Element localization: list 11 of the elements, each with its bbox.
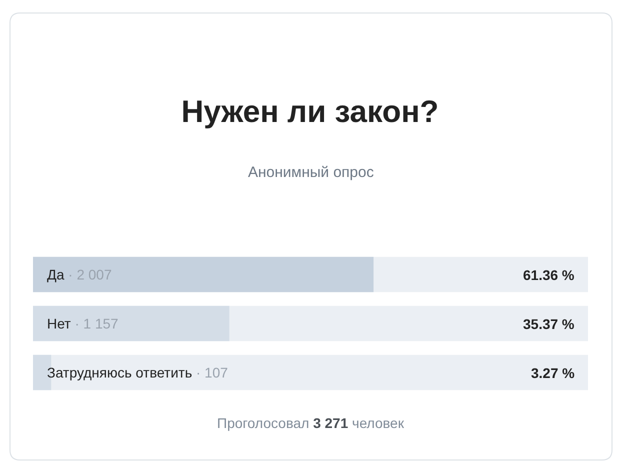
text: Проголосовал 3 271 человек <box>217 415 405 431</box>
y-tick-label: Нет <box>47 315 71 332</box>
chart-title: Нужен ли закон? <box>181 94 439 129</box>
y-tick-label: Затрудняюсь ответить <box>47 364 192 380</box>
annotation: · 1 157 <box>74 315 119 332</box>
data-label: 61.36 % <box>523 267 575 283</box>
data-label: 3.27 % <box>531 365 576 381</box>
chart-subtitle: Анонимный опрос <box>248 164 374 181</box>
annotation: · 107 <box>196 364 228 380</box>
data-label: 35.37 % <box>523 316 575 332</box>
y-tick-label: Да <box>47 266 64 282</box>
